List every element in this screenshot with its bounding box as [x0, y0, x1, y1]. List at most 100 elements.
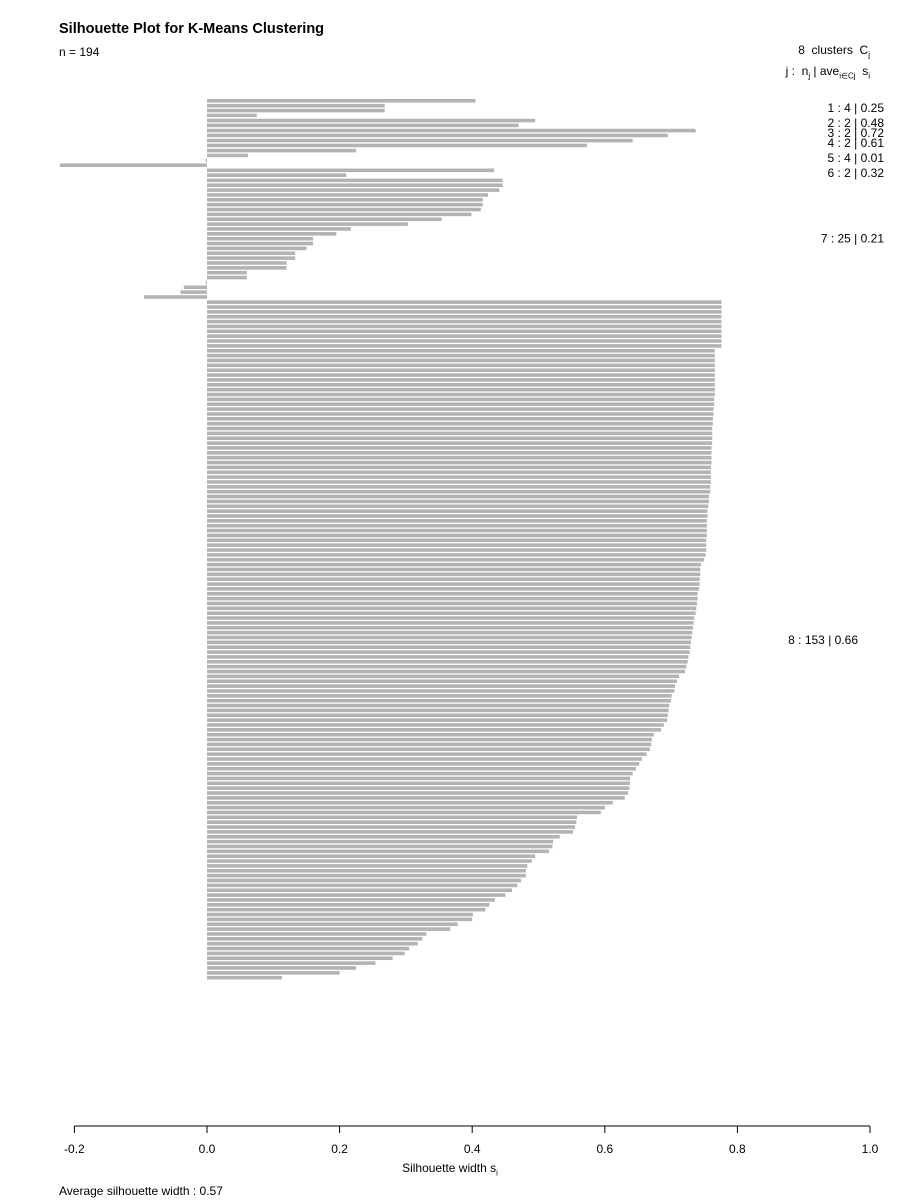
x-tick-label: 0.8 [729, 1142, 746, 1156]
silhouette-bar [207, 868, 526, 873]
cluster-2-label: 2 : 2 | 0.48 [828, 116, 885, 130]
silhouette-bar [207, 236, 314, 241]
silhouette-bar [207, 397, 715, 402]
silhouette-bar [207, 689, 675, 693]
silhouette-bar [207, 217, 442, 222]
silhouette-bar [207, 567, 701, 572]
silhouette-bar [207, 591, 698, 596]
silhouette-bar [207, 830, 573, 834]
legend-header: 8 clusters Cj j : nj | avei∈Cj si [786, 42, 870, 85]
silhouette-bar [207, 737, 652, 742]
silhouette-bar [207, 587, 699, 591]
silhouette-bar [207, 363, 715, 368]
legend-col-nsub: j [808, 71, 811, 81]
silhouette-bar [207, 251, 296, 256]
cluster-8-label: 8 : 153 | 0.66 [788, 633, 858, 647]
silhouette-bar [207, 640, 691, 645]
silhouette-bar [207, 339, 722, 343]
silhouette-bar [207, 660, 688, 664]
silhouette-bar [207, 922, 458, 927]
silhouette-bar [207, 475, 711, 479]
silhouette-bar [207, 655, 689, 659]
silhouette-bar [207, 621, 694, 625]
silhouette-bar [207, 353, 715, 358]
silhouette-bar [207, 810, 601, 815]
silhouette-bar [207, 499, 709, 504]
silhouette-bar [207, 781, 630, 786]
silhouette-bar [207, 650, 690, 654]
average-silhouette-label: Average silhouette width : 0.57 [59, 1184, 223, 1198]
silhouette-bar [207, 407, 714, 411]
silhouette-bar [207, 956, 393, 961]
silhouette-bar [207, 460, 712, 465]
silhouette-bar [205, 280, 207, 285]
silhouette-bar [207, 108, 385, 113]
silhouette-bar [207, 839, 554, 844]
silhouette-bar [207, 941, 418, 946]
silhouette-bar [207, 148, 357, 153]
silhouette-bar [207, 766, 636, 771]
silhouette-bar [205, 158, 207, 163]
silhouette-bar [207, 635, 692, 640]
silhouette-bar [207, 528, 707, 533]
x-axis-label-text: Silhouette width s [402, 1161, 497, 1175]
chart-title: Silhouette Plot for K-Means Clustering [59, 21, 325, 37]
legend-col-j: j : n [785, 64, 809, 79]
x-tick-label: 1.0 [862, 1142, 879, 1156]
silhouette-bar [207, 509, 708, 513]
silhouette-bar [207, 324, 722, 329]
silhouette-bar [207, 133, 668, 138]
silhouette-bar [207, 854, 536, 858]
silhouette-bar [207, 752, 647, 756]
silhouette-bar [207, 669, 686, 674]
silhouette-bar [207, 412, 714, 416]
silhouette-bar [207, 153, 249, 158]
silhouette-bar [207, 679, 678, 684]
silhouette-bar [207, 305, 722, 309]
x-tick-label: 0.2 [331, 1142, 348, 1156]
silhouette-bar [207, 859, 532, 863]
silhouette-bar [207, 577, 700, 581]
silhouette-bar [207, 694, 672, 698]
legend-col-ave: | ave [810, 64, 840, 79]
silhouette-bar [207, 489, 711, 494]
silhouette-bar [207, 310, 722, 314]
silhouette-bar [207, 441, 713, 445]
silhouette-bar [183, 285, 207, 290]
silhouette-bar [207, 888, 512, 893]
silhouette-bar [207, 392, 715, 397]
silhouette-bar [207, 951, 405, 956]
silhouette-bar [207, 698, 672, 703]
silhouette-bar [207, 703, 670, 708]
silhouette-bar [207, 582, 700, 586]
silhouette-bar [207, 878, 522, 883]
silhouette-bar [207, 553, 706, 557]
legend-col-s: s [855, 64, 869, 79]
silhouette-bar [207, 834, 560, 839]
legend-clusters-sub: j [868, 50, 870, 60]
silhouette-bar [207, 975, 282, 980]
silhouette-bar [207, 971, 340, 975]
silhouette-bar [207, 417, 713, 421]
silhouette-bar [207, 927, 451, 931]
silhouette-bar [207, 494, 709, 499]
silhouette-bar [207, 173, 347, 177]
silhouette-bar [207, 718, 668, 722]
silhouette-bar [207, 373, 715, 377]
silhouette-bar [207, 241, 314, 246]
silhouette-bar [207, 844, 553, 849]
silhouette-bar [207, 771, 633, 776]
silhouette-bar [207, 128, 696, 133]
x-tick-label: 0.4 [464, 1142, 481, 1156]
cluster-5-bars [59, 148, 357, 167]
silhouette-bar [207, 465, 711, 470]
silhouette-bar [207, 864, 528, 868]
silhouette-bar [207, 99, 476, 103]
legend-clusters-text: 8 clusters C [798, 43, 869, 57]
silhouette-bar [207, 118, 536, 123]
silhouette-bar [207, 300, 722, 304]
silhouette-bar [207, 207, 481, 212]
silhouette-bar [207, 451, 712, 455]
silhouette-bar [59, 163, 208, 167]
silhouette-bar [207, 319, 722, 324]
